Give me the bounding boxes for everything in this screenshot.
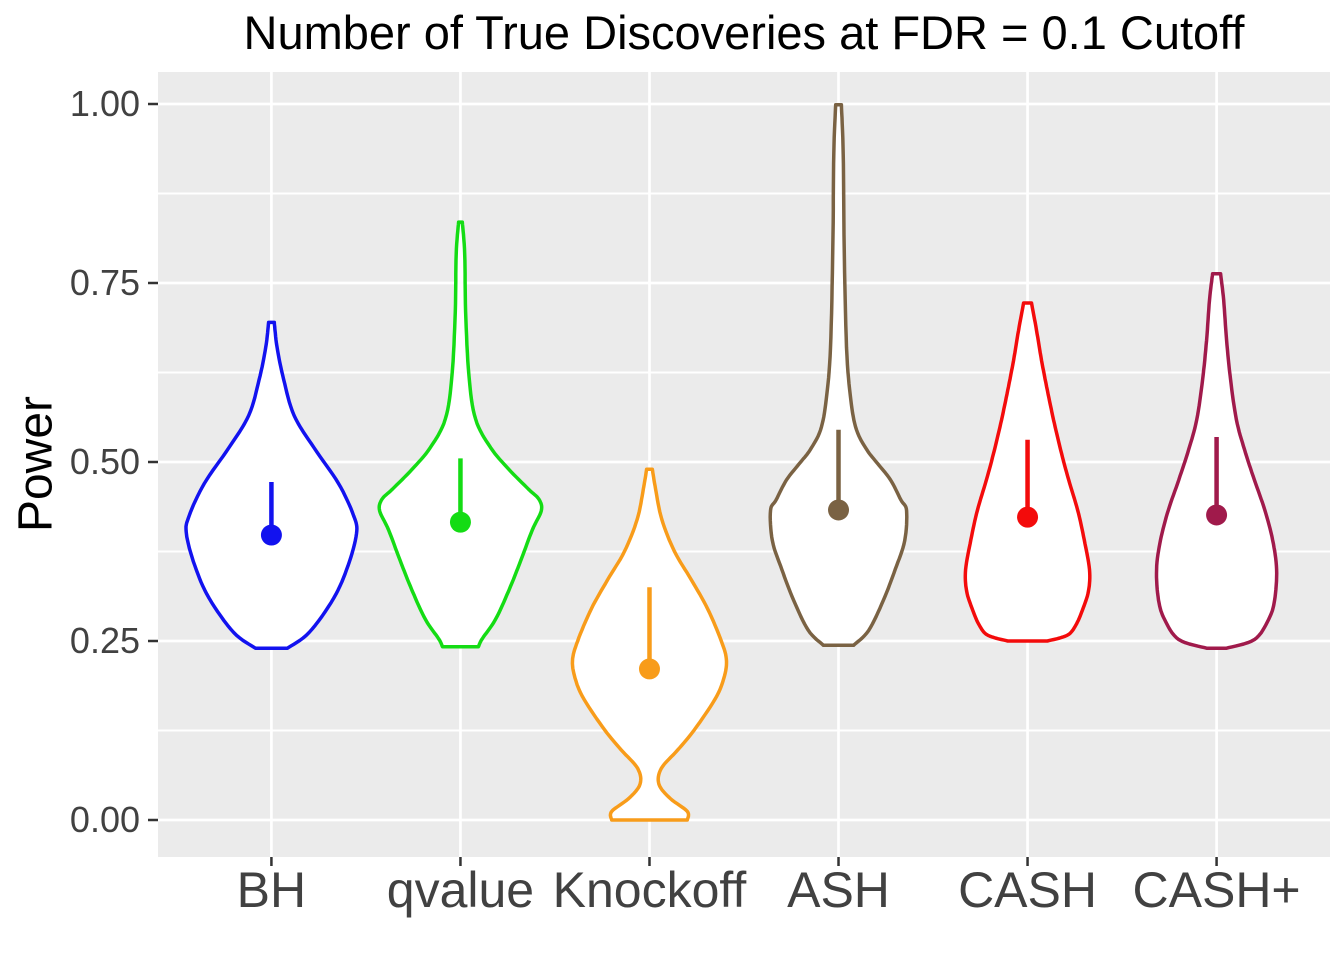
- y-tick-label-0.50: 0.50: [70, 441, 140, 482]
- mean-dot-CASH: [1017, 506, 1039, 528]
- chart-title: Number of True Discoveries at FDR = 0.1 …: [243, 6, 1245, 59]
- panel-background: [158, 72, 1330, 857]
- mean-dot-Knockoff: [638, 658, 660, 680]
- y-tick-label-0.75: 0.75: [70, 262, 140, 303]
- x-tick-label-qvalue: qvalue: [387, 862, 534, 918]
- y-tick-label-0.00: 0.00: [70, 799, 140, 840]
- y-tick-label-0.25: 0.25: [70, 620, 140, 661]
- y-tick-label-1.00: 1.00: [70, 83, 140, 124]
- x-tick-label-CASH+: CASH+: [1133, 862, 1301, 918]
- violin-outline-qvalue: [377, 220, 544, 649]
- x-tick-label-BH: BH: [237, 862, 306, 918]
- y-axis-title: Power: [9, 395, 63, 533]
- x-tick-label-ASH: ASH: [787, 862, 890, 918]
- mean-dot-qvalue: [449, 511, 471, 533]
- x-tick-label-CASH: CASH: [958, 862, 1097, 918]
- mean-dot-CASH+: [1206, 504, 1228, 526]
- mean-dot-ASH: [828, 499, 850, 521]
- violin-outline-ASH: [768, 102, 909, 648]
- x-tick-label-Knockoff: Knockoff: [553, 862, 747, 918]
- mean-dot-BH: [260, 524, 282, 546]
